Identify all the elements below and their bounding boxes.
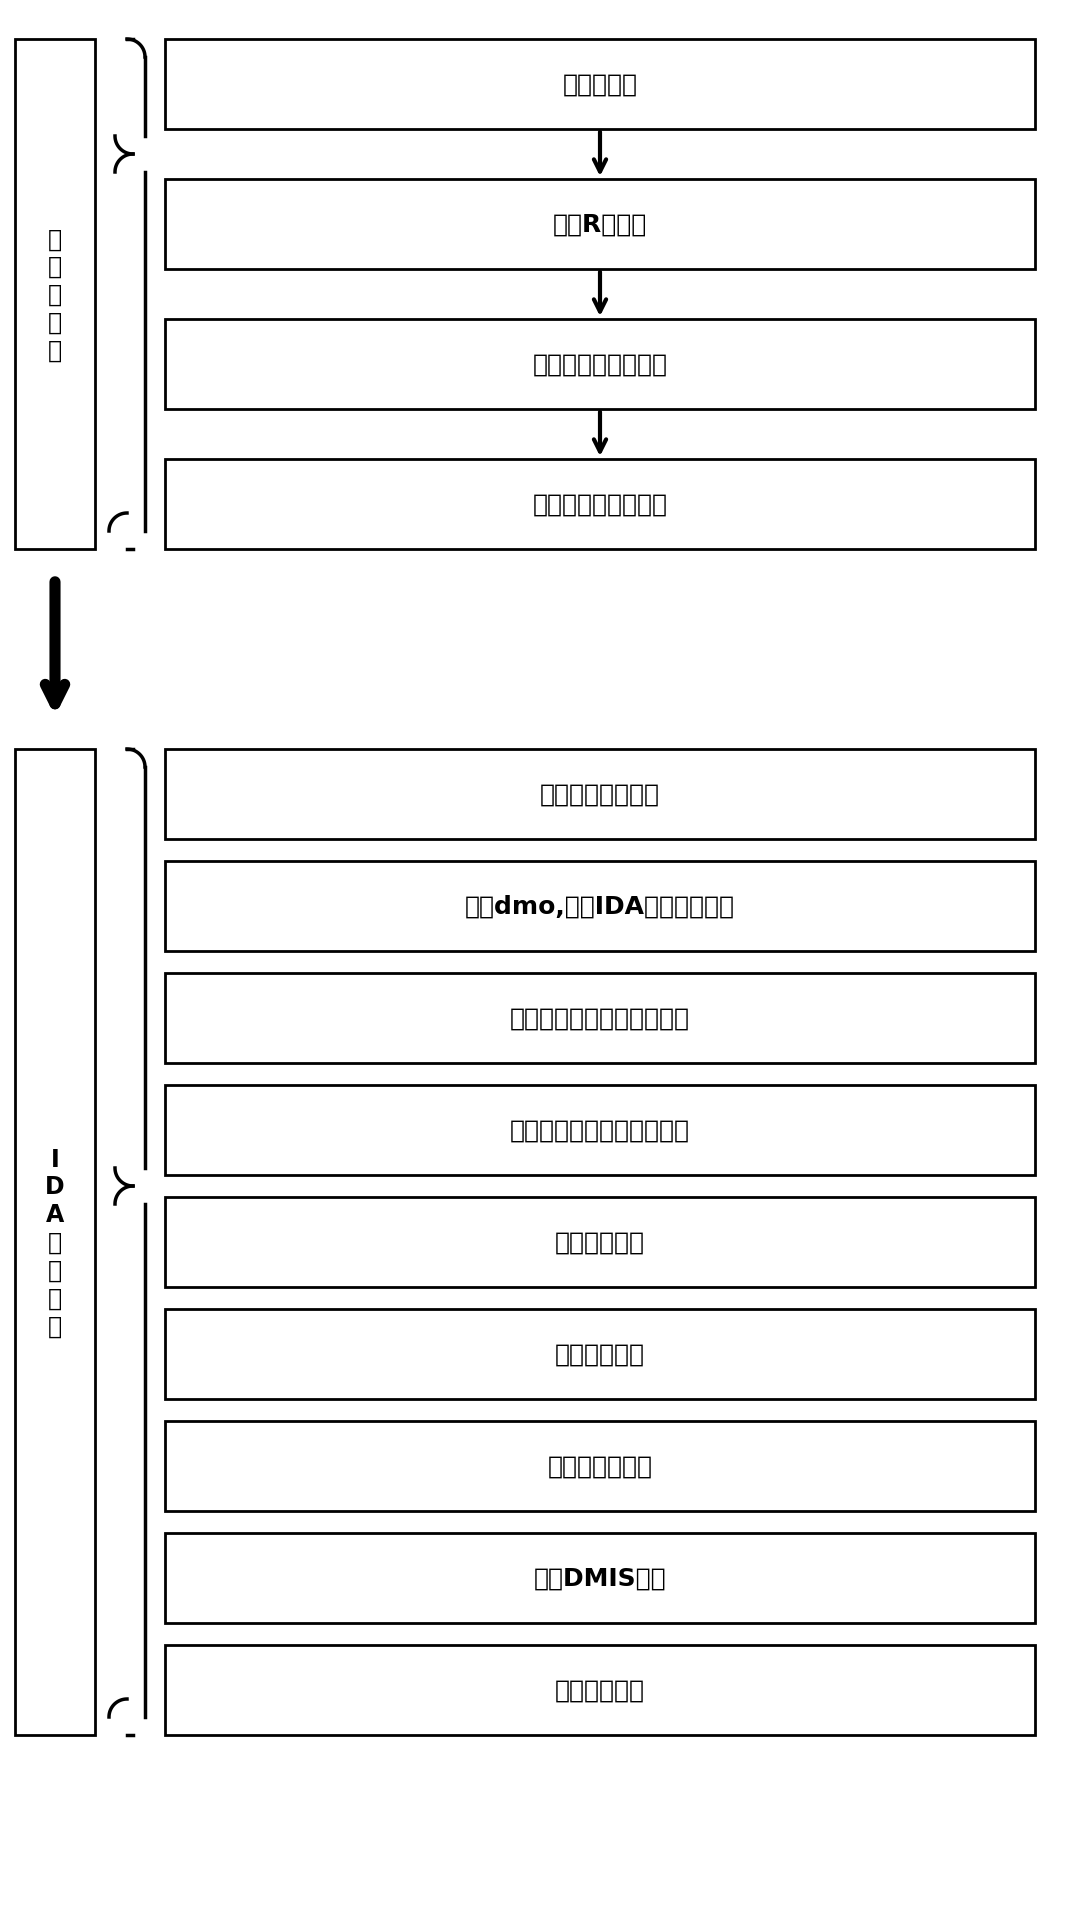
Text: 导入数模到软件中: 导入数模到软件中: [540, 782, 660, 806]
Text: 设置测点参数: 设置测点参数: [555, 1231, 645, 1254]
Text: I
D
A
脱
机
编
程: I D A 脱 机 编 程: [45, 1148, 65, 1337]
Bar: [15, 750, 95, 1735]
Bar: [15, 41, 95, 551]
Bar: [165, 1198, 1035, 1287]
Text: 输出dmo,导入IDA生成测量计划: 输出dmo,导入IDA生成测量计划: [465, 895, 735, 918]
Text: 做曲线法平面求交点: 做曲线法平面求交点: [533, 354, 667, 377]
Bar: [165, 862, 1035, 951]
Bar: [165, 1422, 1035, 1511]
Bar: [165, 750, 1035, 840]
Bar: [165, 1534, 1035, 1623]
Bar: [165, 321, 1035, 410]
Text: 模拟仿真防碰撞: 模拟仿真防碰撞: [548, 1455, 652, 1478]
Text: 将交点导入软件处理: 将交点导入软件处理: [533, 493, 667, 516]
Text: 设置找正关系: 设置找正关系: [555, 1343, 645, 1366]
Text: 制
作
测
量
点: 制 作 测 量 点: [48, 228, 62, 363]
Text: 创建测量序列选择测量参数: 创建测量序列选择测量参数: [510, 1007, 690, 1030]
Bar: [165, 1086, 1035, 1175]
Bar: [165, 974, 1035, 1063]
Text: 实现测量工作: 实现测量工作: [555, 1679, 645, 1702]
Bar: [165, 1310, 1035, 1399]
Text: 输出DMIS语言: 输出DMIS语言: [534, 1567, 666, 1590]
Text: 定义序列名称选择杆长角度: 定义序列名称选择杆长角度: [510, 1119, 690, 1142]
Bar: [165, 1646, 1035, 1735]
Text: 制作反射线: 制作反射线: [563, 73, 637, 97]
Bar: [165, 460, 1035, 551]
Bar: [165, 41, 1035, 129]
Bar: [165, 180, 1035, 270]
Text: 提取R切点线: 提取R切点线: [553, 213, 647, 238]
